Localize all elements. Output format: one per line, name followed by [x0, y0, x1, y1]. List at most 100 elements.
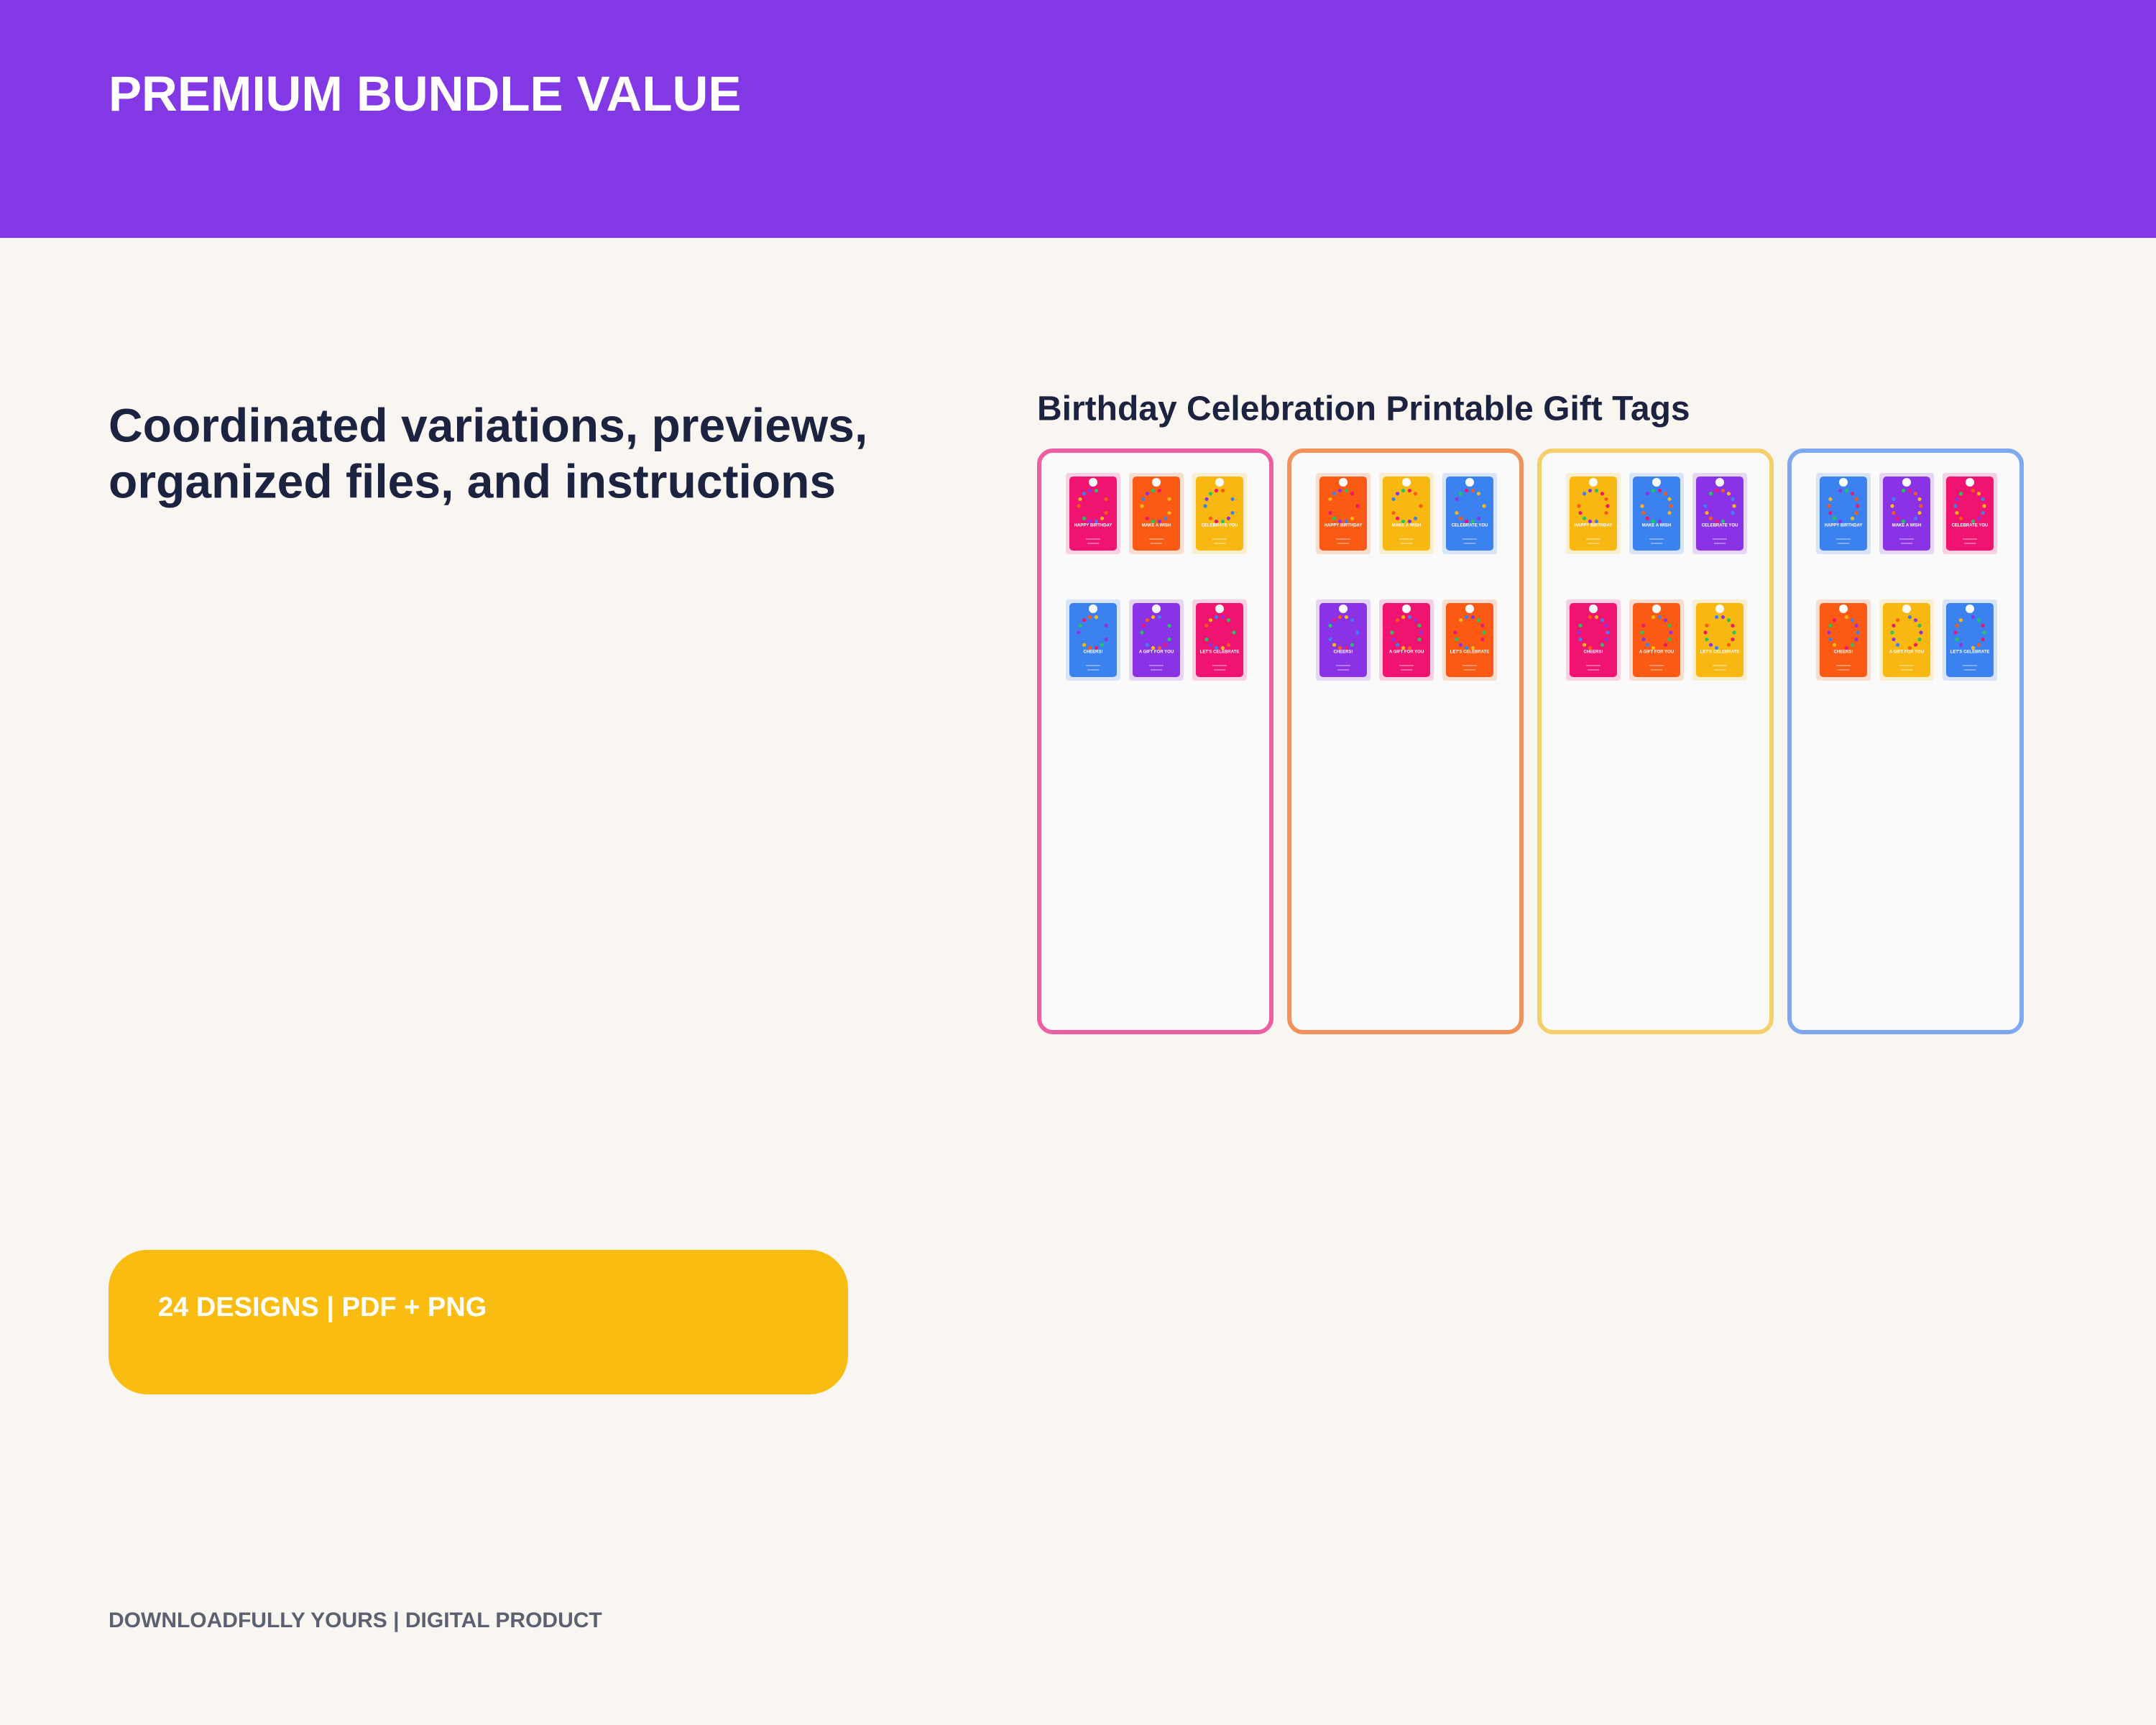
confetti-dot: [1708, 643, 1713, 647]
confetti-dot: [1480, 510, 1485, 515]
confetti-dot: [1417, 637, 1422, 642]
gift-tag: LET'S CELEBRATE: [1192, 599, 1247, 681]
gift-tag: MAKE A WISH: [1379, 473, 1434, 554]
confetti-dot: [1953, 630, 1958, 635]
tag-hole: [1839, 478, 1848, 487]
confetti-dot: [1391, 623, 1396, 628]
confetti-dot: [1401, 519, 1406, 524]
confetti-dot: [1151, 488, 1156, 493]
confetti-dot: [1145, 618, 1150, 622]
confetti-dot: [1958, 618, 1963, 622]
confetti-dot: [1832, 492, 1837, 496]
confetti-dot: [1726, 492, 1731, 496]
tag-label: CHEERS!: [1583, 650, 1603, 655]
confetti-dot: [1828, 623, 1833, 628]
confetti-dot: [1844, 615, 1849, 620]
confetti-dot: [1641, 510, 1646, 515]
confetti-dot: [1964, 645, 1969, 650]
product-title: Birthday Celebration Printable Gift Tags: [1037, 390, 1690, 428]
confetti-dot: [1604, 510, 1608, 515]
confetti-dot: [1838, 488, 1843, 493]
confetti-dot: [1981, 623, 1985, 628]
confetti-dot: [1328, 497, 1332, 502]
confetti-dot: [1087, 519, 1092, 524]
confetti-dot: [1651, 519, 1656, 524]
tag-label: CELEBRATE YOU: [1202, 524, 1238, 528]
confetti-dot: [1401, 488, 1406, 493]
confetti-dot: [1395, 492, 1400, 496]
tag-body: [1383, 477, 1430, 551]
confetti-dot: [1714, 519, 1719, 524]
tag-label: MAKE A WISH: [1142, 524, 1171, 528]
tag-body: [1069, 477, 1117, 551]
confetti-dot: [1208, 643, 1213, 647]
tag-hole: [1652, 478, 1661, 487]
tag-hole: [1589, 604, 1598, 613]
confetti-dot: [1708, 492, 1713, 496]
confetti-dot: [1594, 615, 1599, 620]
confetti-dot: [1078, 510, 1082, 515]
tag-body: [1883, 477, 1930, 551]
confetti-dot: [1907, 615, 1912, 620]
confetti-dot: [1714, 615, 1719, 620]
tag-label: CELEBRATE YOU: [1702, 524, 1738, 528]
confetti-dot: [1604, 637, 1608, 642]
confetti-dot: [1663, 516, 1668, 520]
confetti-dot: [1828, 637, 1833, 642]
confetti-dot: [1720, 615, 1726, 620]
confetti-dot: [1344, 615, 1349, 620]
gift-tag: CHEERS!: [1566, 599, 1621, 681]
tag-body: [1383, 603, 1430, 677]
confetti-dot: [1350, 618, 1355, 622]
confetti-dot: [1731, 510, 1735, 515]
tag-hole: [1339, 478, 1348, 487]
confetti-dot: [1470, 615, 1475, 620]
confetti-dot: [1955, 497, 1959, 502]
confetti-dot: [1141, 497, 1146, 502]
confetti-dot: [1720, 488, 1726, 493]
confetti-dot: [1145, 492, 1150, 496]
confetti-dot: [1705, 510, 1709, 515]
confetti-dot: [1350, 643, 1355, 647]
tag-label: CELEBRATE YOU: [1952, 524, 1989, 528]
tag-hole: [1152, 604, 1161, 613]
confetti-dot: [1663, 618, 1668, 622]
gift-tag: HAPPY BIRTHDAY: [1066, 473, 1120, 554]
gift-tag: LET'S CELEBRATE: [1943, 599, 1997, 681]
confetti-dot: [1850, 492, 1855, 496]
confetti-dot: [1913, 643, 1918, 647]
tag-label: LET'S CELEBRATE: [1450, 650, 1490, 655]
confetti-dot: [1458, 516, 1463, 520]
panel: [1537, 448, 1774, 1034]
confetti-dot: [1901, 645, 1906, 650]
confetti-dot: [1844, 488, 1849, 493]
gift-tag: CELEBRATE YOU: [1192, 473, 1247, 554]
confetti-dot: [1971, 645, 1976, 650]
tag-hole: [1152, 478, 1161, 487]
confetti-dot: [1327, 504, 1331, 508]
confetti-dot: [1355, 630, 1360, 635]
confetti-dot: [1669, 504, 1673, 508]
confetti-dot: [1971, 615, 1976, 620]
confetti-dot: [1663, 643, 1668, 647]
confetti-dot: [1417, 510, 1422, 515]
confetti-dot: [1413, 618, 1418, 622]
confetti-dot: [1578, 497, 1583, 502]
confetti-dot: [1705, 623, 1709, 628]
confetti-dot: [1667, 510, 1672, 515]
confetti-dot: [1163, 492, 1168, 496]
confetti-dot: [1976, 492, 1981, 496]
confetti-dot: [1919, 504, 1923, 508]
header-bar: [0, 0, 2156, 238]
confetti-dot: [1169, 630, 1173, 635]
confetti-dot: [1958, 643, 1963, 647]
tag-hole: [1839, 604, 1848, 613]
headline-line: organized files, and instructions: [109, 454, 836, 507]
confetti-dot: [1641, 497, 1646, 502]
confetti-dot: [1078, 637, 1082, 642]
confetti-dot: [1703, 504, 1708, 508]
confetti-dot: [1203, 504, 1207, 508]
confetti-dot: [1226, 618, 1231, 622]
tag-body: [1570, 603, 1617, 677]
confetti-dot: [1100, 618, 1105, 622]
